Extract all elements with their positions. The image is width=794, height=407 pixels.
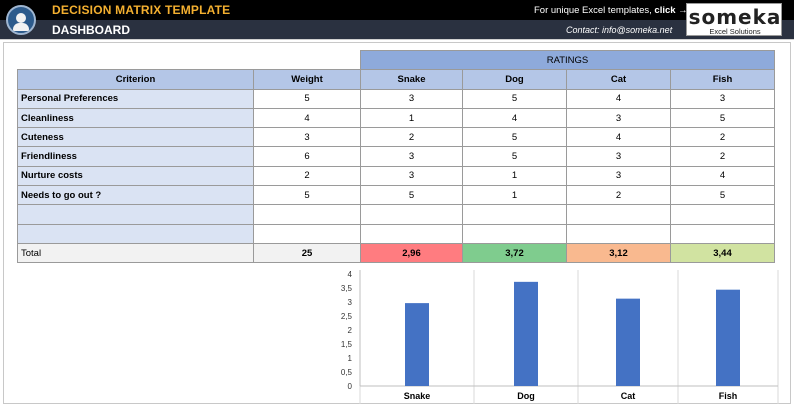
- weight-cell[interactable]: 5: [253, 185, 361, 206]
- rating-cell[interactable]: 3: [566, 107, 671, 129]
- total-weight: 25: [253, 242, 361, 264]
- rating-cell[interactable]: 5: [670, 185, 775, 206]
- rating-cell[interactable]: [462, 204, 567, 225]
- criterion-cell[interactable]: Cuteness: [17, 127, 254, 148]
- rating-cell[interactable]: 3: [670, 88, 775, 109]
- table-row: Cleanliness 4 1 4 3 5: [17, 107, 775, 129]
- option-header-fish: Fish: [670, 69, 775, 90]
- criterion-cell[interactable]: [17, 204, 254, 225]
- header-bar: DECISION MATRIX TEMPLATE DASHBOARD For u…: [0, 0, 794, 40]
- option-header-snake: Snake: [360, 69, 463, 90]
- total-score-cat: 3,12: [566, 242, 671, 264]
- rating-cell[interactable]: 5: [360, 185, 463, 206]
- table-row: Friendliness 6 3 5 3 2: [17, 146, 775, 167]
- table-row: [17, 204, 775, 225]
- weight-cell[interactable]: 6: [253, 146, 361, 167]
- brand-name: someka: [688, 5, 782, 29]
- rating-cell[interactable]: 5: [670, 107, 775, 129]
- total-score-fish: 3,44: [670, 242, 775, 264]
- rating-cell[interactable]: 3: [360, 165, 463, 187]
- promo-link[interactable]: click →: [654, 5, 688, 16]
- option-header-dog: Dog: [462, 69, 567, 90]
- rating-cell[interactable]: [670, 204, 775, 225]
- total-label: Total: [17, 242, 254, 264]
- table-row: [17, 223, 775, 244]
- rating-cell[interactable]: [566, 204, 671, 225]
- table-row: Personal Preferences 5 3 5 4 3: [17, 88, 775, 109]
- rating-cell[interactable]: 4: [566, 127, 671, 148]
- weight-cell[interactable]: 4: [253, 107, 361, 129]
- criterion-cell[interactable]: [17, 223, 254, 244]
- weight-cell[interactable]: [253, 223, 361, 244]
- rating-cell[interactable]: [566, 223, 671, 244]
- promo-text: For unique Excel templates, click →: [534, 5, 688, 16]
- user-icon: [6, 5, 36, 35]
- sheet-frame: [3, 42, 791, 404]
- weight-header: Weight: [253, 69, 361, 90]
- criterion-cell[interactable]: Personal Preferences: [17, 88, 254, 109]
- rating-cell[interactable]: 3: [566, 165, 671, 187]
- rating-cell[interactable]: [462, 223, 567, 244]
- weight-cell[interactable]: 2: [253, 165, 361, 187]
- rating-cell[interactable]: 3: [360, 146, 463, 167]
- rating-cell[interactable]: 3: [360, 88, 463, 109]
- rating-cell[interactable]: 3: [566, 146, 671, 167]
- rating-cell[interactable]: 5: [462, 88, 567, 109]
- promo-label: For unique Excel templates,: [534, 5, 655, 16]
- app-title: DECISION MATRIX TEMPLATE: [52, 3, 231, 17]
- rating-cell[interactable]: 2: [670, 146, 775, 167]
- criterion-cell[interactable]: Cleanliness: [17, 107, 254, 129]
- rating-cell[interactable]: 1: [462, 165, 567, 187]
- rating-cell[interactable]: [670, 223, 775, 244]
- table-row: Nurture costs 2 3 1 3 4: [17, 165, 775, 187]
- rating-cell[interactable]: 5: [462, 146, 567, 167]
- table-row: Cuteness 3 2 5 4 2: [17, 127, 775, 148]
- rating-cell[interactable]: 2: [670, 127, 775, 148]
- rating-cell[interactable]: 1: [462, 185, 567, 206]
- criterion-header: Criterion: [17, 69, 254, 90]
- criterion-cell[interactable]: Needs to go out ?: [17, 185, 254, 206]
- rating-cell[interactable]: 4: [566, 88, 671, 109]
- decision-matrix-table: RATINGS Criterion Weight Snake Dog Cat F…: [17, 49, 775, 264]
- rating-cell[interactable]: 4: [462, 107, 567, 129]
- criterion-cell[interactable]: Friendliness: [17, 146, 254, 167]
- contact-email[interactable]: Contact: info@someka.net: [566, 25, 673, 35]
- criterion-cell[interactable]: Nurture costs: [17, 165, 254, 187]
- rating-cell[interactable]: 5: [462, 127, 567, 148]
- rating-cell[interactable]: 1: [360, 107, 463, 129]
- total-row: Total 25 2,96 3,72 3,12 3,44: [17, 242, 775, 264]
- page-title: DASHBOARD: [52, 23, 130, 37]
- total-score-dog: 3,72: [462, 242, 567, 264]
- rating-cell[interactable]: 2: [566, 185, 671, 206]
- rating-cell[interactable]: [360, 204, 463, 225]
- weight-cell[interactable]: [253, 204, 361, 225]
- weight-cell[interactable]: 3: [253, 127, 361, 148]
- weight-cell[interactable]: 5: [253, 88, 361, 109]
- rating-cell[interactable]: 4: [670, 165, 775, 187]
- table-row: Needs to go out ? 5 5 1 2 5: [17, 185, 775, 206]
- brand-subtitle: Excel Solutions: [709, 27, 761, 36]
- rating-cell[interactable]: 2: [360, 127, 463, 148]
- total-score-snake: 2,96: [360, 242, 463, 264]
- brand-logo[interactable]: someka Excel Solutions: [686, 3, 782, 36]
- header-top-strip: [0, 0, 794, 20]
- ratings-header: RATINGS: [360, 49, 775, 71]
- rating-cell[interactable]: [360, 223, 463, 244]
- option-header-cat: Cat: [566, 69, 671, 90]
